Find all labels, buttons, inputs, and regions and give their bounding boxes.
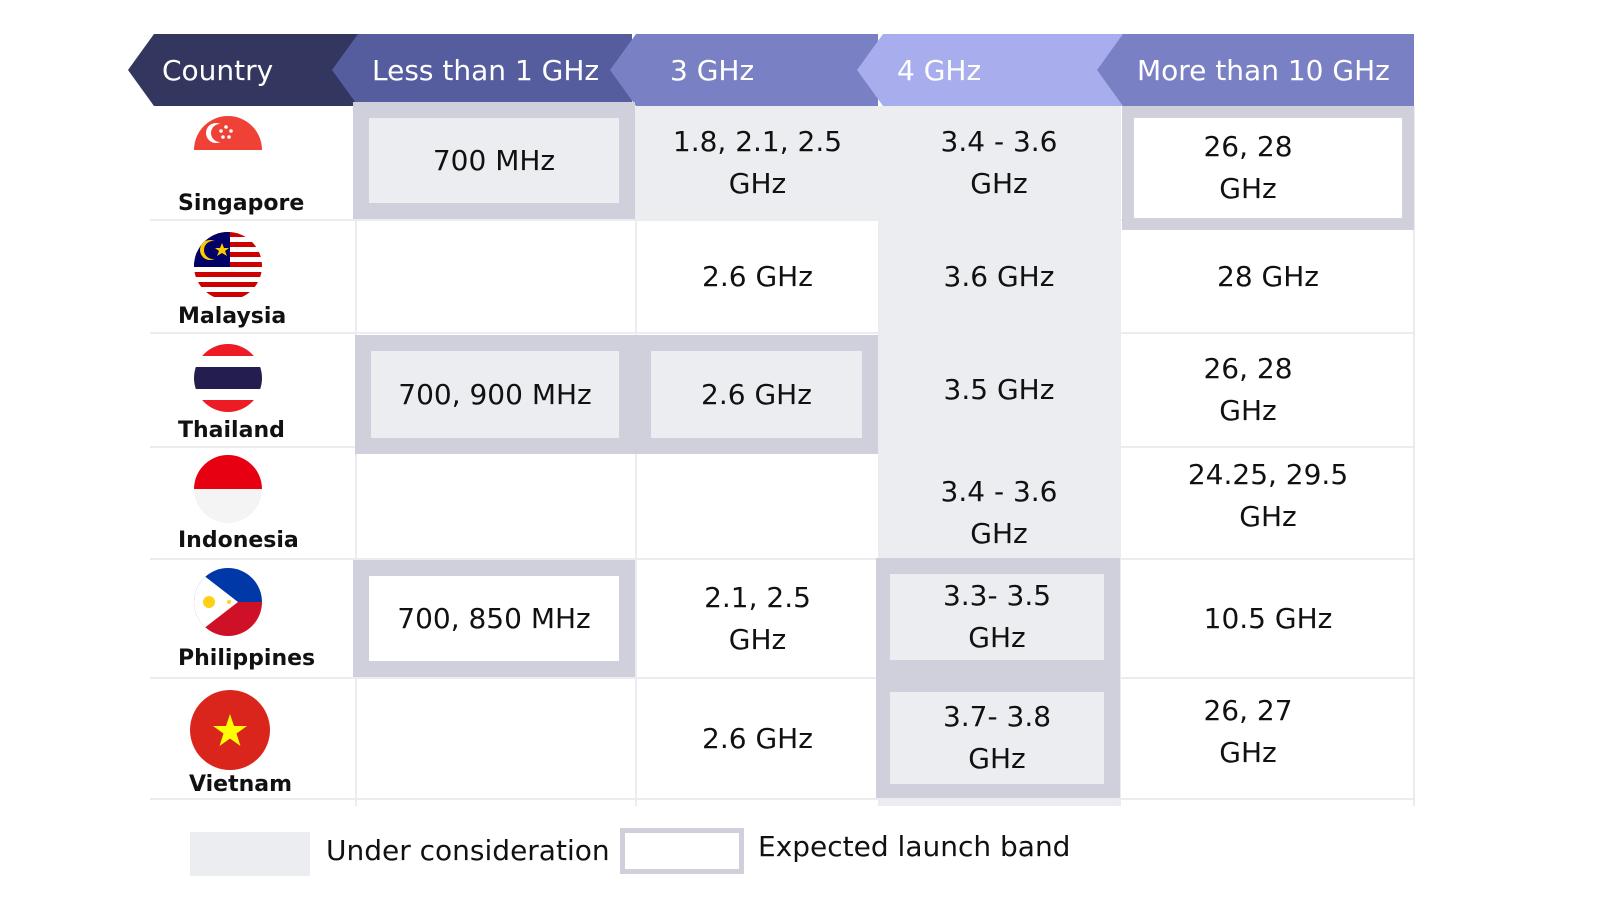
band-cell: 26, 28 GHz bbox=[1122, 334, 1414, 446]
band-cell: 1.8, 2.1, 2.5 GHz bbox=[637, 106, 878, 219]
header-3ghz-label: 3 GHz bbox=[670, 53, 755, 87]
thailand-flag-icon bbox=[194, 344, 262, 412]
header-4ghz: 4 GHz bbox=[857, 34, 1127, 106]
band-cell: 24.25, 29.5 GHz bbox=[1122, 448, 1414, 558]
band-cell: 700 MHz bbox=[369, 118, 619, 203]
band-cell-text: 26, 28 GHz bbox=[1203, 130, 1293, 205]
band-cell-text: 24.25, 29.5 GHz bbox=[1187, 458, 1349, 533]
header-3ghz: 3 GHz bbox=[610, 34, 878, 106]
row-divider bbox=[150, 219, 1414, 221]
band-cell-text: 3.4 - 3.6 GHz bbox=[940, 124, 1058, 200]
singapore-flag-icon bbox=[194, 116, 262, 184]
row-divider bbox=[150, 332, 1414, 334]
country-name: Thailand bbox=[178, 418, 285, 443]
band-cell: 3.4 - 3.6 GHz bbox=[880, 448, 1118, 558]
country-name: Malaysia bbox=[178, 304, 287, 329]
row-divider bbox=[150, 798, 1414, 800]
header-country-label: Country bbox=[162, 53, 274, 87]
band-cell: 700, 850 MHz bbox=[369, 576, 619, 661]
philippines-flag-icon bbox=[194, 568, 262, 636]
band-cell: 28 GHz bbox=[1217, 259, 1319, 293]
band-cell-text: 3.4 - 3.6 GHz bbox=[940, 475, 1058, 550]
header-more-than-10ghz-label: More than 10 GHz bbox=[1137, 53, 1390, 87]
band-cell: 10.5 GHz bbox=[1203, 601, 1333, 635]
header-country: Country bbox=[128, 34, 368, 106]
header-4ghz-label: 4 GHz bbox=[897, 53, 982, 87]
malaysia-flag-icon bbox=[194, 232, 262, 300]
band-cell-text: 2.1, 2.5 GHz bbox=[704, 580, 811, 656]
band-cell: 3.7- 3.8 GHz bbox=[890, 692, 1104, 784]
header-more-than-10ghz: More than 10 GHz bbox=[1097, 34, 1414, 106]
col-divider bbox=[878, 106, 880, 806]
header-less-than-1ghz: Less than 1 GHz bbox=[332, 34, 632, 106]
band-cell: 2.1, 2.5 GHz bbox=[637, 560, 878, 677]
legend-expected-launch-label: Expected launch band bbox=[758, 830, 1071, 863]
band-cell: 26, 27 GHz bbox=[1122, 679, 1414, 798]
band-cell-text: 3.3- 3.5 GHz bbox=[942, 579, 1052, 654]
band-cell-text: 26, 28 GHz bbox=[1203, 352, 1293, 427]
vietnam-flag-icon bbox=[190, 690, 270, 770]
band-cell-text: 26, 27 GHz bbox=[1203, 693, 1293, 769]
band-cell: 2.6 GHz bbox=[702, 721, 813, 755]
band-cell-text: 3.7- 3.8 GHz bbox=[942, 700, 1052, 775]
band-cell: 2.6 GHz bbox=[651, 351, 862, 438]
band-cell: 26, 28 GHz bbox=[1122, 106, 1414, 230]
country-name: Singapore bbox=[178, 191, 305, 216]
col-divider bbox=[1413, 106, 1415, 806]
band-cell: 3.5 GHz bbox=[943, 373, 1055, 406]
band-cell: 3.4 - 3.6 GHz bbox=[880, 106, 1118, 219]
band-cell: 3.3- 3.5 GHz bbox=[890, 574, 1104, 660]
indonesia-flag-icon bbox=[194, 455, 262, 523]
row-divider bbox=[150, 677, 1414, 679]
country-name: Vietnam bbox=[189, 772, 293, 797]
row-divider bbox=[150, 558, 1414, 560]
country-name: Philippines bbox=[178, 646, 316, 671]
col-divider bbox=[1119, 106, 1121, 806]
legend-under-consideration-swatch bbox=[190, 832, 310, 876]
header-less-than-1ghz-label: Less than 1 GHz bbox=[372, 53, 600, 87]
legend-expected-launch-swatch bbox=[620, 828, 744, 874]
col-divider bbox=[635, 106, 637, 806]
band-cell: 3.6 GHz bbox=[943, 259, 1055, 293]
col-divider bbox=[355, 106, 357, 806]
country-name: Indonesia bbox=[178, 528, 299, 553]
band-cell: 2.6 GHz bbox=[702, 259, 813, 293]
legend-under-consideration-label: Under consideration bbox=[326, 834, 610, 867]
band-cell-text: 1.8, 2.1, 2.5 GHz bbox=[672, 124, 843, 200]
band-cell: 700, 900 MHz bbox=[371, 351, 619, 438]
